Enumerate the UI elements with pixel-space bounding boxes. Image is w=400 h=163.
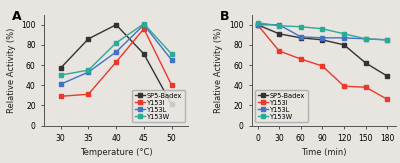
SP5-Badex bbox=[114, 24, 118, 26]
Text: B: B bbox=[220, 10, 230, 23]
Legend: SP5-Badex, Y153I, Y153L, Y153W: SP5-Badex, Y153I, Y153L, Y153W bbox=[132, 90, 185, 122]
Y153I bbox=[58, 95, 63, 97]
Line: Y153W: Y153W bbox=[255, 20, 390, 42]
Line: Y153I: Y153I bbox=[255, 22, 390, 102]
Y153I bbox=[169, 84, 174, 86]
Y153I bbox=[277, 50, 282, 52]
Y153W bbox=[385, 39, 390, 41]
Y153W bbox=[86, 69, 91, 71]
Line: Y153L: Y153L bbox=[255, 22, 390, 42]
Y153L bbox=[169, 59, 174, 61]
Legend: SP5-Badex, Y153I, Y153L, Y153W: SP5-Badex, Y153I, Y153L, Y153W bbox=[255, 90, 308, 122]
Y153I bbox=[298, 58, 303, 60]
Y153W bbox=[142, 23, 146, 25]
Line: Y153W: Y153W bbox=[58, 21, 174, 78]
SP5-Badex bbox=[320, 39, 325, 41]
Y153W bbox=[320, 28, 325, 30]
Y153L bbox=[385, 39, 390, 41]
X-axis label: Temperature (°C): Temperature (°C) bbox=[80, 148, 152, 157]
Y153L bbox=[142, 24, 146, 26]
Line: SP5-Badex: SP5-Badex bbox=[255, 22, 390, 79]
Y153W bbox=[114, 42, 118, 44]
Line: Y153L: Y153L bbox=[58, 22, 174, 87]
Y153L bbox=[86, 71, 91, 73]
X-axis label: Time (min): Time (min) bbox=[301, 148, 347, 157]
SP5-Badex bbox=[363, 62, 368, 64]
Y153I bbox=[255, 24, 260, 26]
Y153W bbox=[255, 22, 260, 24]
SP5-Badex bbox=[58, 67, 63, 69]
SP5-Badex bbox=[255, 24, 260, 26]
Y153I bbox=[385, 98, 390, 100]
SP5-Badex bbox=[298, 37, 303, 39]
Y153W bbox=[363, 38, 368, 40]
SP5-Badex bbox=[142, 53, 146, 55]
Line: Y153I: Y153I bbox=[58, 26, 174, 99]
Y153L bbox=[255, 24, 260, 26]
Y153I bbox=[320, 65, 325, 67]
Y153W bbox=[277, 25, 282, 27]
Y153I bbox=[342, 85, 346, 87]
SP5-Badex bbox=[385, 75, 390, 77]
Y153I bbox=[86, 93, 91, 95]
Line: SP5-Badex: SP5-Badex bbox=[58, 22, 174, 107]
Y153L bbox=[298, 36, 303, 38]
SP5-Badex bbox=[169, 103, 174, 105]
Y153L bbox=[114, 51, 118, 53]
SP5-Badex bbox=[342, 44, 346, 46]
Y153I bbox=[363, 86, 368, 88]
Y-axis label: Relative Activity (%): Relative Activity (%) bbox=[7, 27, 16, 113]
Y153W bbox=[298, 26, 303, 28]
Y-axis label: Relative Activity (%): Relative Activity (%) bbox=[214, 27, 223, 113]
Text: A: A bbox=[12, 10, 22, 23]
Y153W bbox=[342, 33, 346, 35]
Y153I bbox=[114, 61, 118, 63]
Y153L bbox=[320, 37, 325, 39]
Y153L bbox=[363, 38, 368, 40]
SP5-Badex bbox=[86, 38, 91, 40]
Y153L bbox=[342, 37, 346, 39]
Y153I bbox=[142, 28, 146, 30]
Y153W bbox=[58, 74, 63, 76]
Y153W bbox=[169, 53, 174, 55]
Y153L bbox=[58, 83, 63, 85]
Y153L bbox=[277, 24, 282, 26]
SP5-Badex bbox=[277, 33, 282, 35]
